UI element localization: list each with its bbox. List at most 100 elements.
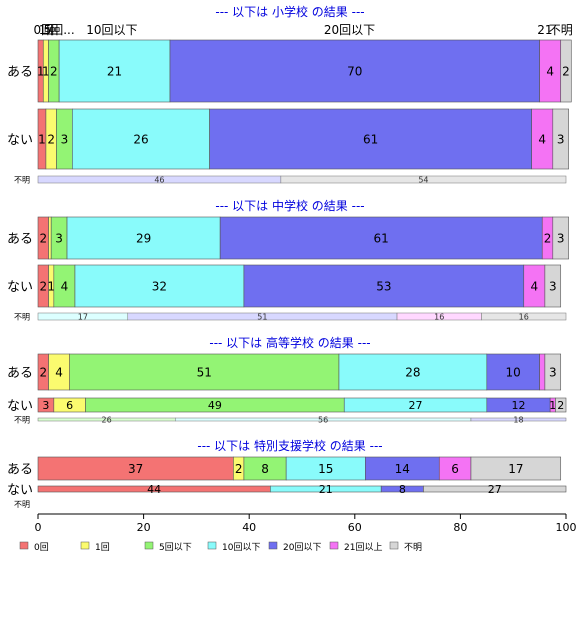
legend-swatch <box>80 541 90 550</box>
legend-swatch <box>207 541 217 550</box>
unknown-data-label: 18 <box>513 416 523 425</box>
x-tick-label: 20 <box>137 521 151 534</box>
bar-segment <box>66 216 221 260</box>
data-label: 2 <box>39 280 47 294</box>
top-category-label: 20回以下 <box>324 23 375 37</box>
data-label: 26 <box>133 133 148 147</box>
legend-label: 20回以下 <box>283 542 321 553</box>
top-category-label: 0回 <box>33 23 53 37</box>
data-label: 3 <box>549 366 557 380</box>
x-tick-label: 40 <box>242 521 256 534</box>
data-label: 8 <box>261 462 269 476</box>
unknown-data-label: 17 <box>78 313 88 322</box>
data-label: 4 <box>538 133 546 147</box>
data-label: 2 <box>235 462 243 476</box>
data-label: 44 <box>147 483 161 496</box>
data-label: 4 <box>546 65 554 79</box>
data-label: 1 <box>37 65 45 79</box>
unknown-bar-segment <box>280 175 567 184</box>
unknown-row-label: 不明 <box>14 176 30 185</box>
row-label: ある <box>7 65 33 80</box>
bar-segment <box>560 39 572 103</box>
data-label: 12 <box>511 399 525 412</box>
legend-swatch <box>389 541 399 550</box>
bar-segment <box>209 108 532 170</box>
bar-segment <box>423 485 567 493</box>
data-label: 1 <box>47 280 55 294</box>
legend-label: 21回以上 <box>344 542 382 553</box>
bar-segment <box>219 216 543 260</box>
data-label: 61 <box>374 232 389 246</box>
data-label: 29 <box>136 232 151 246</box>
data-label: 2 <box>50 65 58 79</box>
data-label: 3 <box>42 399 49 412</box>
top-category-label: 不明 <box>549 23 573 37</box>
panel-title: --- 以下は 高等学校 の結果 --- <box>209 335 370 350</box>
legend-label: 0回 <box>34 542 49 553</box>
data-label: 3 <box>55 232 63 246</box>
legend-label: 5回以下 <box>159 542 192 553</box>
unknown-data-label: 26 <box>102 416 112 425</box>
bar-segment <box>555 397 567 413</box>
data-label: 53 <box>376 280 391 294</box>
data-label: 6 <box>66 399 73 412</box>
bar-segment <box>72 108 210 170</box>
data-label: 32 <box>152 280 167 294</box>
legend-label: 不明 <box>404 542 422 553</box>
top-category-label: 21 <box>537 23 552 37</box>
data-label: 3 <box>61 133 69 147</box>
bar-segment <box>552 216 569 260</box>
data-label: 1 <box>42 65 50 79</box>
data-label: 21 <box>107 65 122 79</box>
x-tick-label: 60 <box>348 521 362 534</box>
bar-segment <box>544 264 562 308</box>
bar-segment <box>69 353 340 391</box>
data-label: 2 <box>39 366 47 380</box>
x-tick-label: 0 <box>35 521 42 534</box>
data-label: 2 <box>557 399 564 412</box>
bar-segment <box>470 456 562 481</box>
data-label: 3 <box>549 280 557 294</box>
legend-swatch <box>19 541 29 550</box>
bar-segment <box>539 353 546 391</box>
unknown-row-label: 不明 <box>14 416 30 425</box>
x-tick-label: 100 <box>556 521 577 534</box>
data-label: 61 <box>363 133 378 147</box>
panel-title: --- 以下は 特別支援学校 の結果 --- <box>197 438 382 453</box>
row-label: ある <box>7 366 33 381</box>
bar-segment <box>48 216 52 260</box>
data-label: 4 <box>530 280 538 294</box>
row-label: ない <box>7 280 33 295</box>
unknown-data-label: 16 <box>434 313 444 322</box>
data-label: 17 <box>508 462 523 476</box>
bar-segment <box>486 353 540 391</box>
unknown-data-label: 51 <box>257 313 267 322</box>
data-label: 14 <box>395 462 410 476</box>
data-label: 15 <box>318 462 333 476</box>
data-label: 2 <box>562 65 570 79</box>
x-tick-label: 80 <box>453 521 467 534</box>
unknown-row-label: 不明 <box>14 500 30 509</box>
top-category-label: 1回 <box>39 23 59 37</box>
data-label: 2 <box>39 232 47 246</box>
data-label: 3 <box>557 232 565 246</box>
data-label: 6 <box>451 462 459 476</box>
unknown-row-label: 不明 <box>14 313 30 322</box>
unknown-bar-segment <box>470 417 567 422</box>
data-label: 21 <box>319 483 333 496</box>
row-label: ある <box>7 232 33 247</box>
top-category-label: 5回... <box>44 23 75 37</box>
legend-label: 10回以下 <box>222 542 260 553</box>
data-label: 70 <box>347 65 362 79</box>
unknown-data-label: 54 <box>418 176 428 185</box>
data-label: 28 <box>405 366 420 380</box>
data-label: 37 <box>128 462 143 476</box>
data-label: 8 <box>399 483 406 496</box>
row-label: ある <box>7 463 33 478</box>
legend-label: 1回 <box>95 542 110 553</box>
data-label: 51 <box>197 366 212 380</box>
panel-title: --- 以下は 小学校 の結果 --- <box>215 4 364 19</box>
panel-title: --- 以下は 中学校 の結果 --- <box>215 198 364 213</box>
top-category-label: 10回以下 <box>86 23 137 37</box>
data-label: 10 <box>506 366 521 380</box>
